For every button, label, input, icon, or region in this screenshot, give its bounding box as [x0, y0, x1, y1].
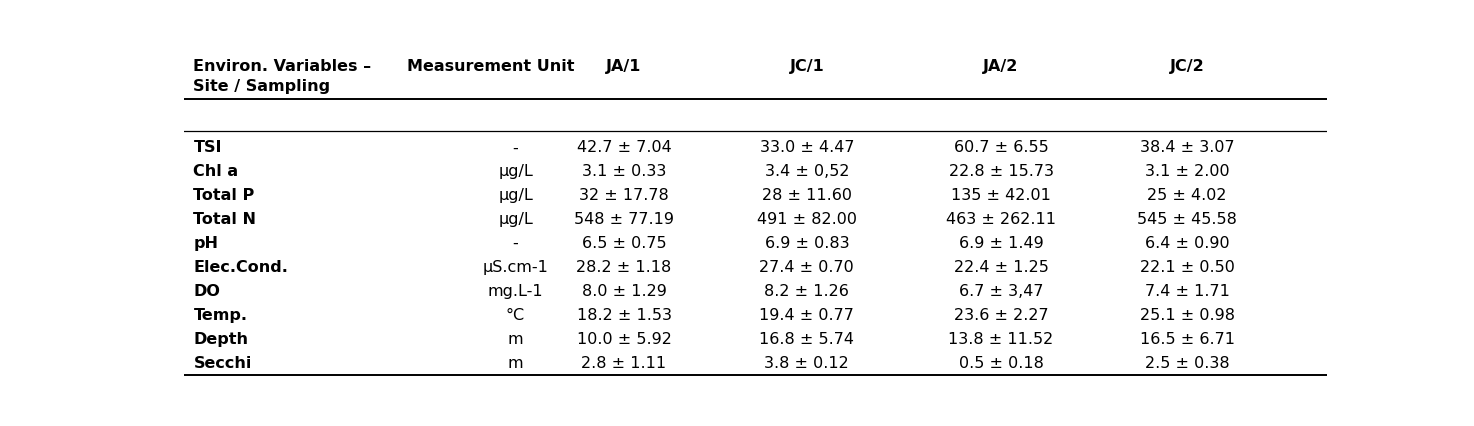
Text: pH: pH — [193, 236, 218, 251]
Text: 6.7 ± 3,47: 6.7 ± 3,47 — [958, 284, 1044, 299]
Text: 8.0 ± 1.29: 8.0 ± 1.29 — [582, 284, 666, 299]
Text: 6.4 ± 0.90: 6.4 ± 0.90 — [1145, 236, 1229, 251]
Text: 25 ± 4.02: 25 ± 4.02 — [1147, 188, 1226, 203]
Text: 38.4 ± 3.07: 38.4 ± 3.07 — [1139, 140, 1235, 155]
Text: μS.cm-1: μS.cm-1 — [482, 260, 548, 275]
Text: Elec.Cond.: Elec.Cond. — [193, 260, 289, 275]
Text: Depth: Depth — [193, 332, 249, 347]
Text: 28.2 ± 1.18: 28.2 ± 1.18 — [576, 260, 672, 275]
Text: m: m — [507, 356, 523, 371]
Text: 2.5 ± 0.38: 2.5 ± 0.38 — [1145, 356, 1229, 371]
Text: 25.1 ± 0.98: 25.1 ± 0.98 — [1139, 308, 1235, 323]
Text: 6.9 ± 0.83: 6.9 ± 0.83 — [765, 236, 849, 251]
Text: 19.4 ± 0.77: 19.4 ± 0.77 — [759, 308, 855, 323]
Text: μg/L: μg/L — [498, 164, 534, 179]
Text: 22.4 ± 1.25: 22.4 ± 1.25 — [954, 260, 1048, 275]
Text: 3.1 ± 0.33: 3.1 ± 0.33 — [582, 164, 666, 179]
Text: 18.2 ± 1.53: 18.2 ± 1.53 — [576, 308, 672, 323]
Text: 2.8 ± 1.11: 2.8 ± 1.11 — [581, 356, 666, 371]
Text: 27.4 ± 0.70: 27.4 ± 0.70 — [759, 260, 855, 275]
Text: 8.2 ± 1.26: 8.2 ± 1.26 — [765, 284, 849, 299]
Text: 16.5 ± 6.71: 16.5 ± 6.71 — [1139, 332, 1235, 347]
Text: 16.8 ± 5.74: 16.8 ± 5.74 — [759, 332, 855, 347]
Text: 28 ± 11.60: 28 ± 11.60 — [762, 188, 852, 203]
Text: Measurement Unit: Measurement Unit — [407, 59, 575, 74]
Text: 6.9 ± 1.49: 6.9 ± 1.49 — [958, 236, 1044, 251]
Text: 7.4 ± 1.71: 7.4 ± 1.71 — [1145, 284, 1229, 299]
Text: 135 ± 42.01: 135 ± 42.01 — [951, 188, 1051, 203]
Text: JC/2: JC/2 — [1170, 59, 1204, 74]
Text: Total P: Total P — [193, 188, 255, 203]
Text: 33.0 ± 4.47: 33.0 ± 4.47 — [759, 140, 853, 155]
Text: m: m — [507, 332, 523, 347]
Text: 23.6 ± 2.27: 23.6 ± 2.27 — [954, 308, 1048, 323]
Text: JA/1: JA/1 — [606, 59, 641, 74]
Text: Environ. Variables –
Site / Sampling: Environ. Variables – Site / Sampling — [193, 59, 371, 94]
Text: 491 ± 82.00: 491 ± 82.00 — [756, 212, 856, 227]
Text: 3.4 ± 0,52: 3.4 ± 0,52 — [765, 164, 849, 179]
Text: μg/L: μg/L — [498, 212, 534, 227]
Text: 548 ± 77.19: 548 ± 77.19 — [573, 212, 674, 227]
Text: 0.5 ± 0.18: 0.5 ± 0.18 — [958, 356, 1044, 371]
Text: 32 ± 17.78: 32 ± 17.78 — [579, 188, 669, 203]
Text: 22.8 ± 15.73: 22.8 ± 15.73 — [949, 164, 1054, 179]
Text: JA/2: JA/2 — [983, 59, 1019, 74]
Text: DO: DO — [193, 284, 220, 299]
Text: 545 ± 45.58: 545 ± 45.58 — [1138, 212, 1237, 227]
Text: Secchi: Secchi — [193, 356, 252, 371]
Text: -: - — [513, 140, 519, 155]
Text: °C: °C — [506, 308, 525, 323]
Text: 60.7 ± 6.55: 60.7 ± 6.55 — [954, 140, 1048, 155]
Text: mg.L-1: mg.L-1 — [488, 284, 544, 299]
Text: TSI: TSI — [193, 140, 223, 155]
Text: Temp.: Temp. — [193, 308, 248, 323]
Text: Total N: Total N — [193, 212, 256, 227]
Text: 42.7 ± 7.04: 42.7 ± 7.04 — [576, 140, 672, 155]
Text: 463 ± 262.11: 463 ± 262.11 — [946, 212, 1055, 227]
Text: 3.1 ± 2.00: 3.1 ± 2.00 — [1145, 164, 1229, 179]
Text: μg/L: μg/L — [498, 188, 534, 203]
Text: 10.0 ± 5.92: 10.0 ± 5.92 — [576, 332, 672, 347]
Text: Chl a: Chl a — [193, 164, 239, 179]
Text: 22.1 ± 0.50: 22.1 ± 0.50 — [1139, 260, 1235, 275]
Text: -: - — [513, 236, 519, 251]
Text: JC/1: JC/1 — [790, 59, 824, 74]
Text: 3.8 ± 0.12: 3.8 ± 0.12 — [765, 356, 849, 371]
Text: 6.5 ± 0.75: 6.5 ± 0.75 — [582, 236, 666, 251]
Text: 13.8 ± 11.52: 13.8 ± 11.52 — [948, 332, 1054, 347]
